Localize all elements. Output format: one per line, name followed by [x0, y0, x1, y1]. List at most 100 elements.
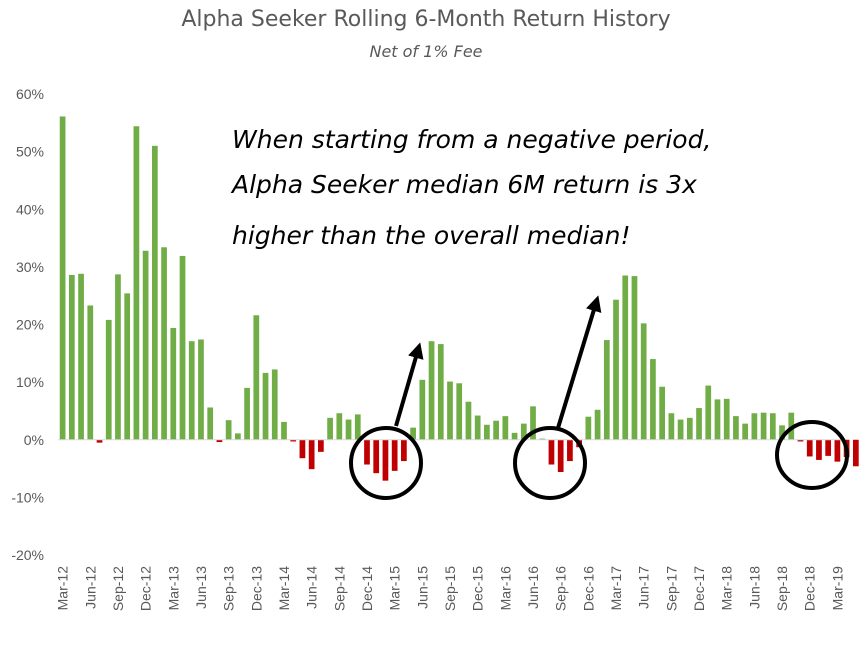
bar-Aug-15: [437, 344, 444, 440]
bar-Oct-12: [124, 293, 131, 440]
bar-Sep-18: [779, 425, 785, 440]
annotation-text: When starting from a negative period, Al…: [230, 125, 711, 250]
bar-Apr-16: [511, 432, 518, 440]
bar-Jan-17: [594, 409, 601, 440]
bar-Aug-18: [769, 413, 776, 440]
x-tick-label: Mar-14: [276, 566, 292, 611]
bar-May-15: [410, 427, 416, 440]
bar-May-16: [520, 423, 527, 440]
chart-subtitle: Net of 1% Fee: [369, 42, 482, 61]
bar-Apr-15: [401, 439, 407, 462]
bar-Oct-14: [345, 419, 352, 440]
bar-Sep-12: [115, 274, 121, 440]
bar-Jul-13: [207, 407, 214, 440]
bar-Oct-13: [235, 433, 241, 440]
y-tick-label: 40%: [16, 201, 44, 217]
highlight-circle-2019: [775, 420, 849, 490]
x-tick-label: Sep-12: [110, 566, 126, 611]
chart-title: Alpha Seeker Rolling 6-Month Return Hist…: [181, 7, 670, 32]
bar-Oct-16: [567, 439, 573, 462]
y-tick-label: 50%: [16, 144, 44, 160]
bar-Jul-14: [318, 439, 324, 452]
bar-Jan-14: [262, 372, 269, 440]
bar-Apr-12: [68, 274, 75, 440]
bar-Aug-14: [327, 417, 333, 440]
bar-Nov-12: [133, 126, 140, 440]
y-axis-ticks: 60% 50% 40% 30% 20% 10% 0% -10% -20%: [11, 86, 44, 563]
y-tick-label: 10%: [16, 374, 44, 390]
bar-undefined: [852, 439, 859, 467]
bar-May-13: [188, 341, 195, 440]
bar-Dec-12: [142, 250, 149, 440]
bar-Sep-14: [336, 413, 343, 440]
bar-Apr-17: [622, 275, 629, 440]
bar-May-12: [78, 273, 84, 440]
x-tick-label: Dec-14: [359, 566, 375, 611]
highlight-circles: [349, 420, 849, 500]
x-tick-label: Dec-18: [802, 566, 818, 611]
bar-Apr-18: [733, 416, 739, 440]
bar-Mar-16: [502, 416, 509, 440]
bar-Jun-18: [751, 413, 758, 440]
x-tick-label: Dec-13: [248, 566, 264, 611]
x-axis-ticks: Mar-12 Jun-12 Sep-12 Dec-12 Mar-13 Jun-13 Sep-…: [55, 566, 846, 611]
bar-Sep-15: [447, 381, 453, 440]
bar-Dec-16: [585, 416, 592, 440]
y-tick-label: 0%: [24, 432, 44, 448]
bar-Feb-19: [825, 439, 832, 456]
arrow-2015: [394, 342, 424, 427]
bar-Mar-18: [723, 398, 730, 440]
bar-Aug-17: [659, 386, 665, 440]
bar-Jun-15: [419, 379, 426, 440]
x-tick-label: Sep-14: [331, 566, 347, 611]
bar-Jun-13: [198, 339, 204, 440]
bar-Mar-12: [59, 116, 66, 440]
y-tick-label: 30%: [16, 259, 44, 275]
bar-Mar-13: [170, 327, 177, 440]
bar-series: [59, 116, 859, 481]
bar-Jan-13: [151, 145, 158, 440]
x-tick-label: Mar-18: [719, 566, 735, 611]
bar-Apr-13: [179, 255, 186, 440]
bar-Oct-15: [456, 383, 463, 440]
x-tick-label: Sep-18: [774, 566, 790, 611]
x-tick-label: Mar-19: [829, 566, 845, 611]
x-tick-label: Jun-12: [82, 566, 98, 609]
highlight-circle-2016: [513, 426, 587, 500]
x-tick-label: Dec-15: [470, 566, 486, 611]
bar-Jun-12: [87, 305, 94, 440]
bar-Jun-17: [640, 323, 647, 440]
bar-Jul-17: [650, 359, 656, 440]
bar-Feb-16: [493, 420, 499, 440]
bar-Mar-17: [613, 299, 619, 440]
arrow-2016: [556, 295, 602, 429]
bar-Feb-14: [271, 369, 278, 440]
bar-Jan-15: [373, 439, 380, 474]
bar-Dec-13: [253, 315, 260, 440]
x-tick-label: Mar-16: [497, 566, 513, 611]
x-tick-label: Sep-13: [221, 566, 237, 611]
bar-Feb-13: [161, 247, 167, 440]
bar-Jun-16: [530, 406, 536, 440]
x-tick-label: Dec-16: [580, 566, 596, 611]
x-tick-label: Mar-17: [608, 566, 624, 611]
bar-Jun-14: [308, 439, 315, 470]
bar-Nov-14: [354, 414, 361, 440]
y-tick-label: -20%: [11, 547, 44, 563]
bar-Jul-12: [96, 439, 103, 443]
x-tick-label: Jun-16: [525, 566, 541, 609]
bar-Nov-18: [797, 439, 804, 442]
x-tick-label: Sep-15: [442, 566, 458, 611]
bar-Jul-16: [539, 438, 546, 440]
y-tick-label: 60%: [16, 86, 44, 102]
bar-Jan-19: [816, 439, 822, 460]
bar-Feb-15: [382, 439, 389, 481]
x-tick-label: Jun-15: [414, 566, 430, 609]
bar-Aug-13: [216, 439, 223, 443]
x-tick-label: Sep-17: [663, 566, 679, 611]
bar-Sep-16: [557, 439, 564, 473]
x-tick-label: Mar-15: [387, 566, 403, 611]
bar-Mar-14: [281, 421, 287, 440]
bar-Mar-15: [391, 439, 398, 471]
bar-Dec-15: [474, 415, 481, 440]
